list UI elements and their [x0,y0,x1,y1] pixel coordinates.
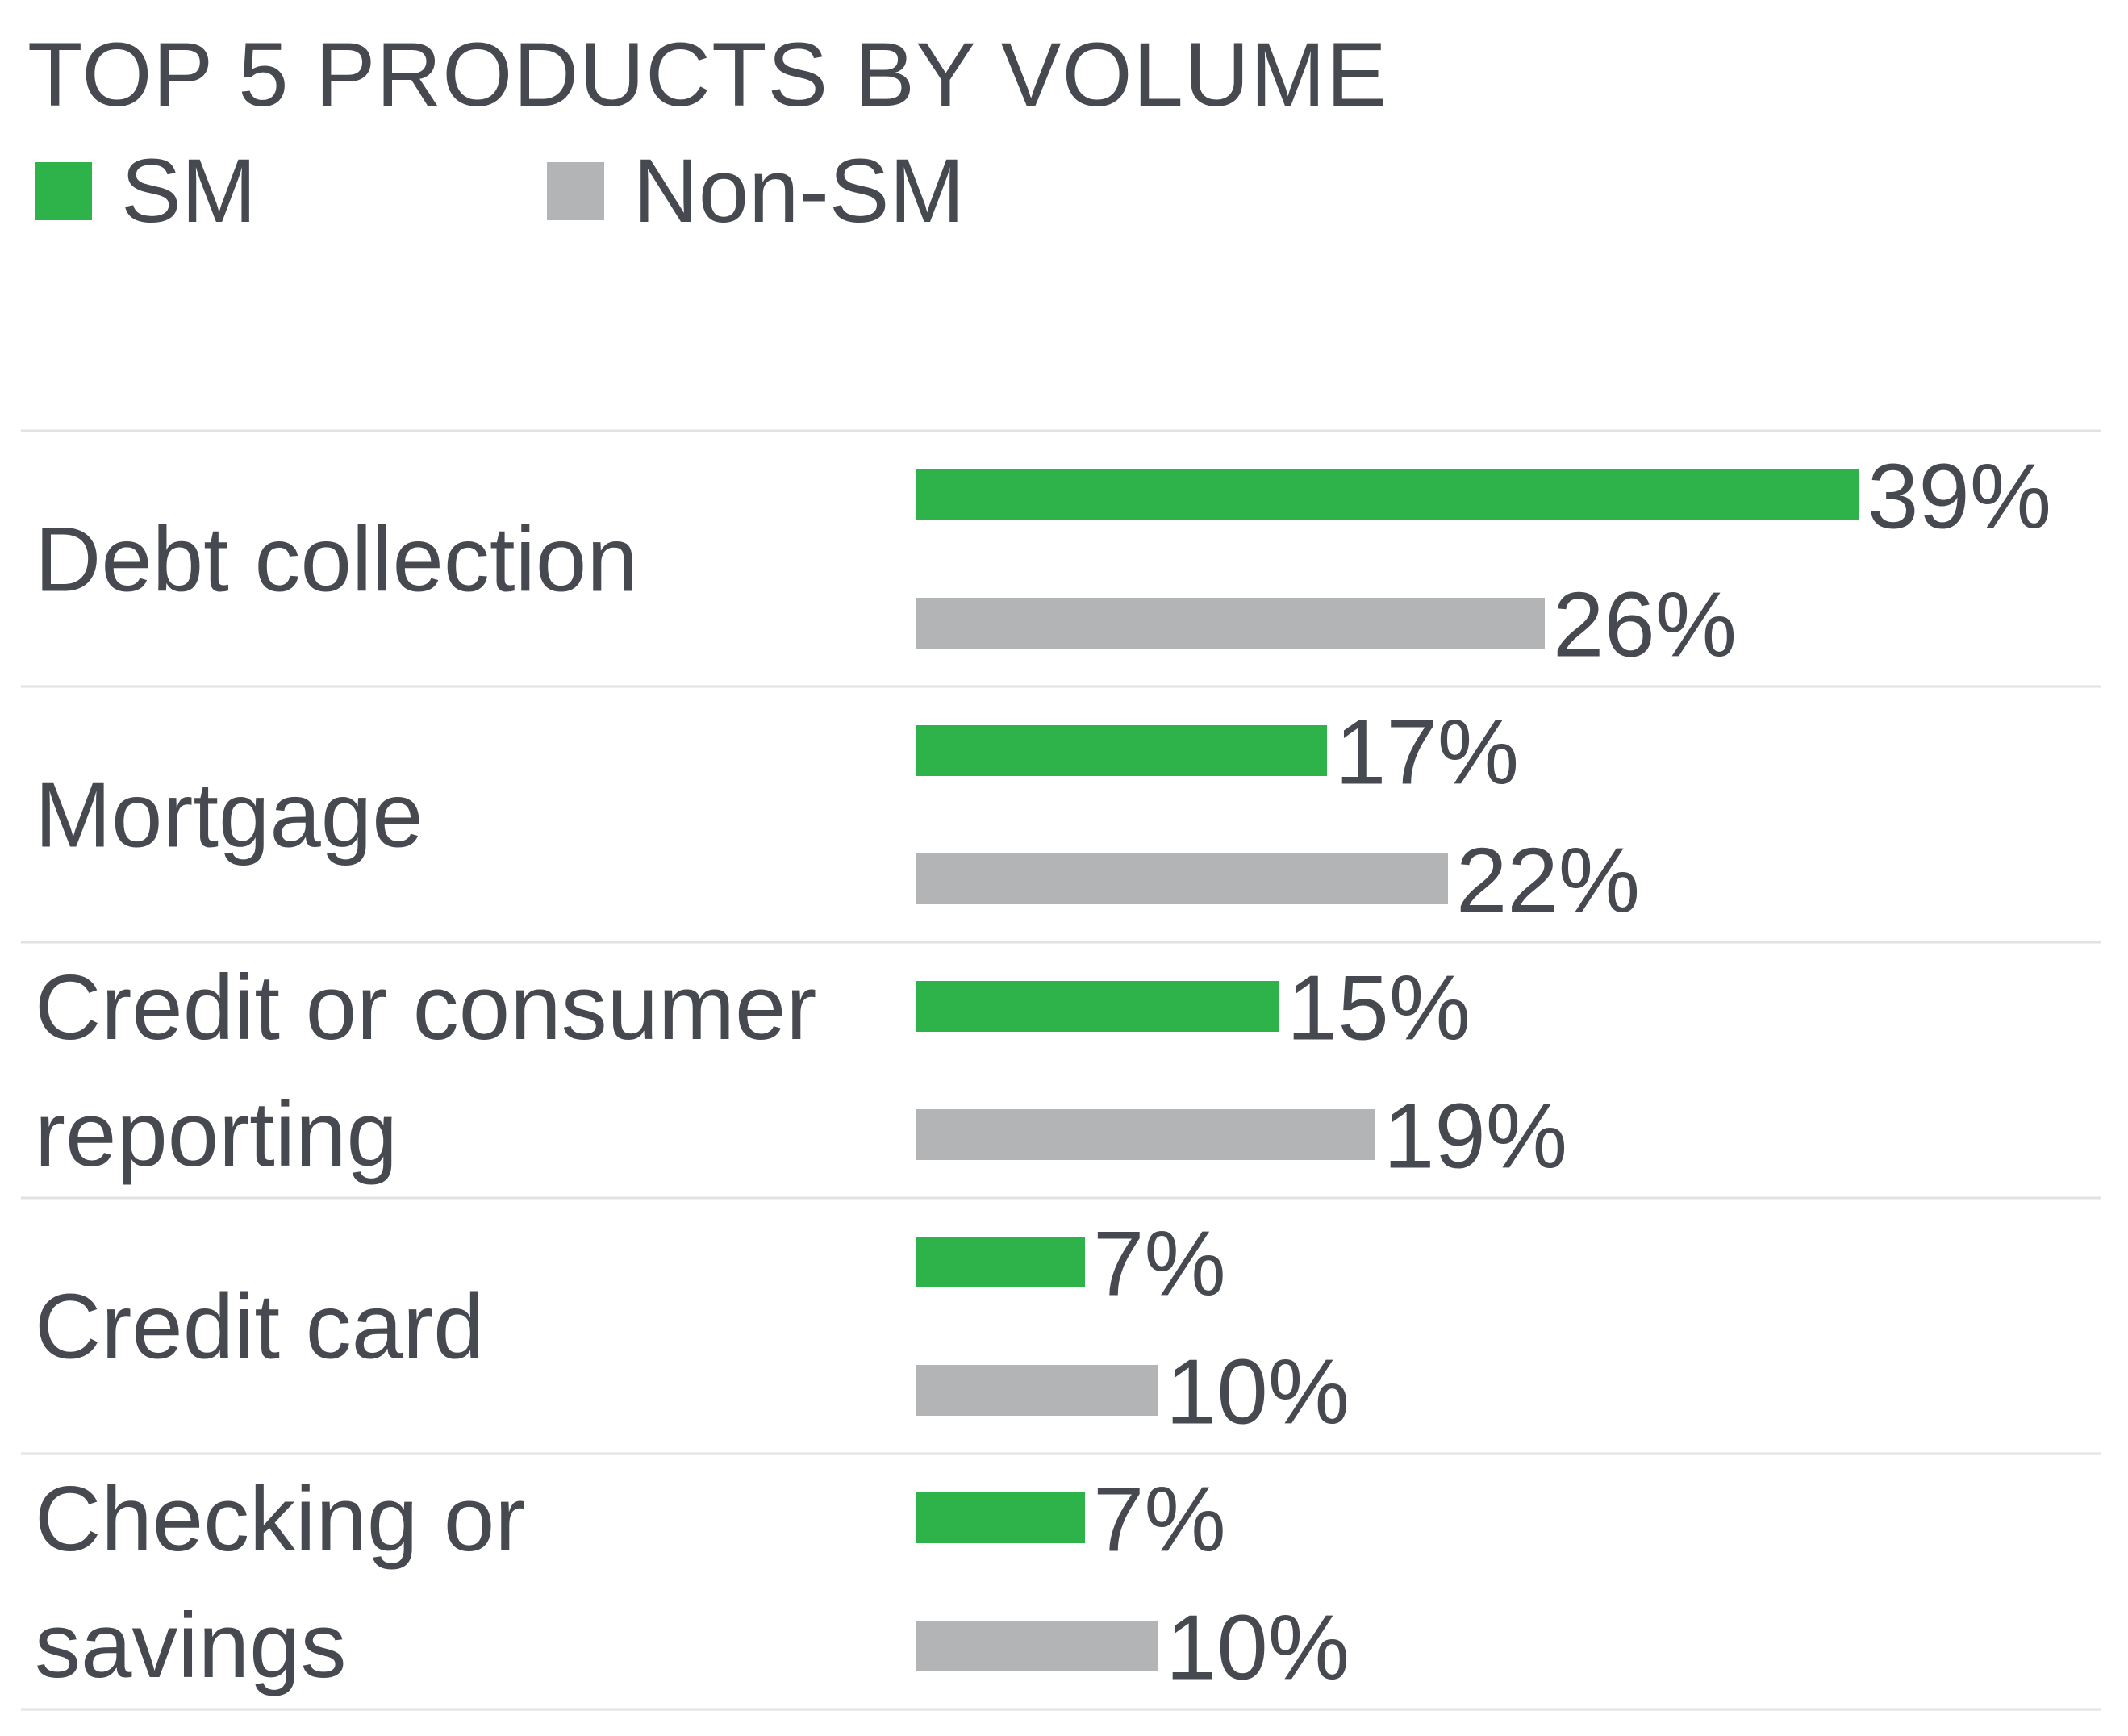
bar-non-sm [916,598,1545,649]
category-label: reporting [35,1083,398,1186]
category-label: savings [35,1595,347,1697]
legend-swatch-non-sm [547,162,604,220]
category-label: Credit or consumer [35,957,816,1059]
data-label: 39% [1867,446,2051,549]
data-label: 10% [1166,1597,1350,1700]
category-label: Debt collection [35,509,638,611]
bar-sm [916,725,1327,776]
data-label: 7% [1093,1213,1226,1316]
bar-non-sm [916,1621,1158,1671]
category-label: Checking or [35,1468,525,1571]
data-label: 22% [1456,830,1640,933]
category-label: Credit card [35,1276,485,1379]
data-label: 7% [1093,1469,1226,1571]
data-label: 17% [1335,702,1519,804]
category-label: Mortgage [35,765,424,867]
bar-non-sm [916,853,1448,904]
legend-swatch-sm [35,162,92,220]
bar-non-sm [916,1365,1158,1416]
bar-sm [916,1492,1085,1543]
chart-title: TOP 5 PRODUCTS BY VOLUME [27,24,1387,125]
bar-sm [916,469,1859,520]
data-label: 10% [1166,1342,1350,1444]
bar-sm [916,1237,1085,1287]
data-label: 15% [1287,958,1471,1060]
data-label: 19% [1383,1086,1567,1188]
data-label: 26% [1553,574,1737,677]
bar-sm [916,981,1279,1032]
bar-non-sm [916,1109,1375,1160]
